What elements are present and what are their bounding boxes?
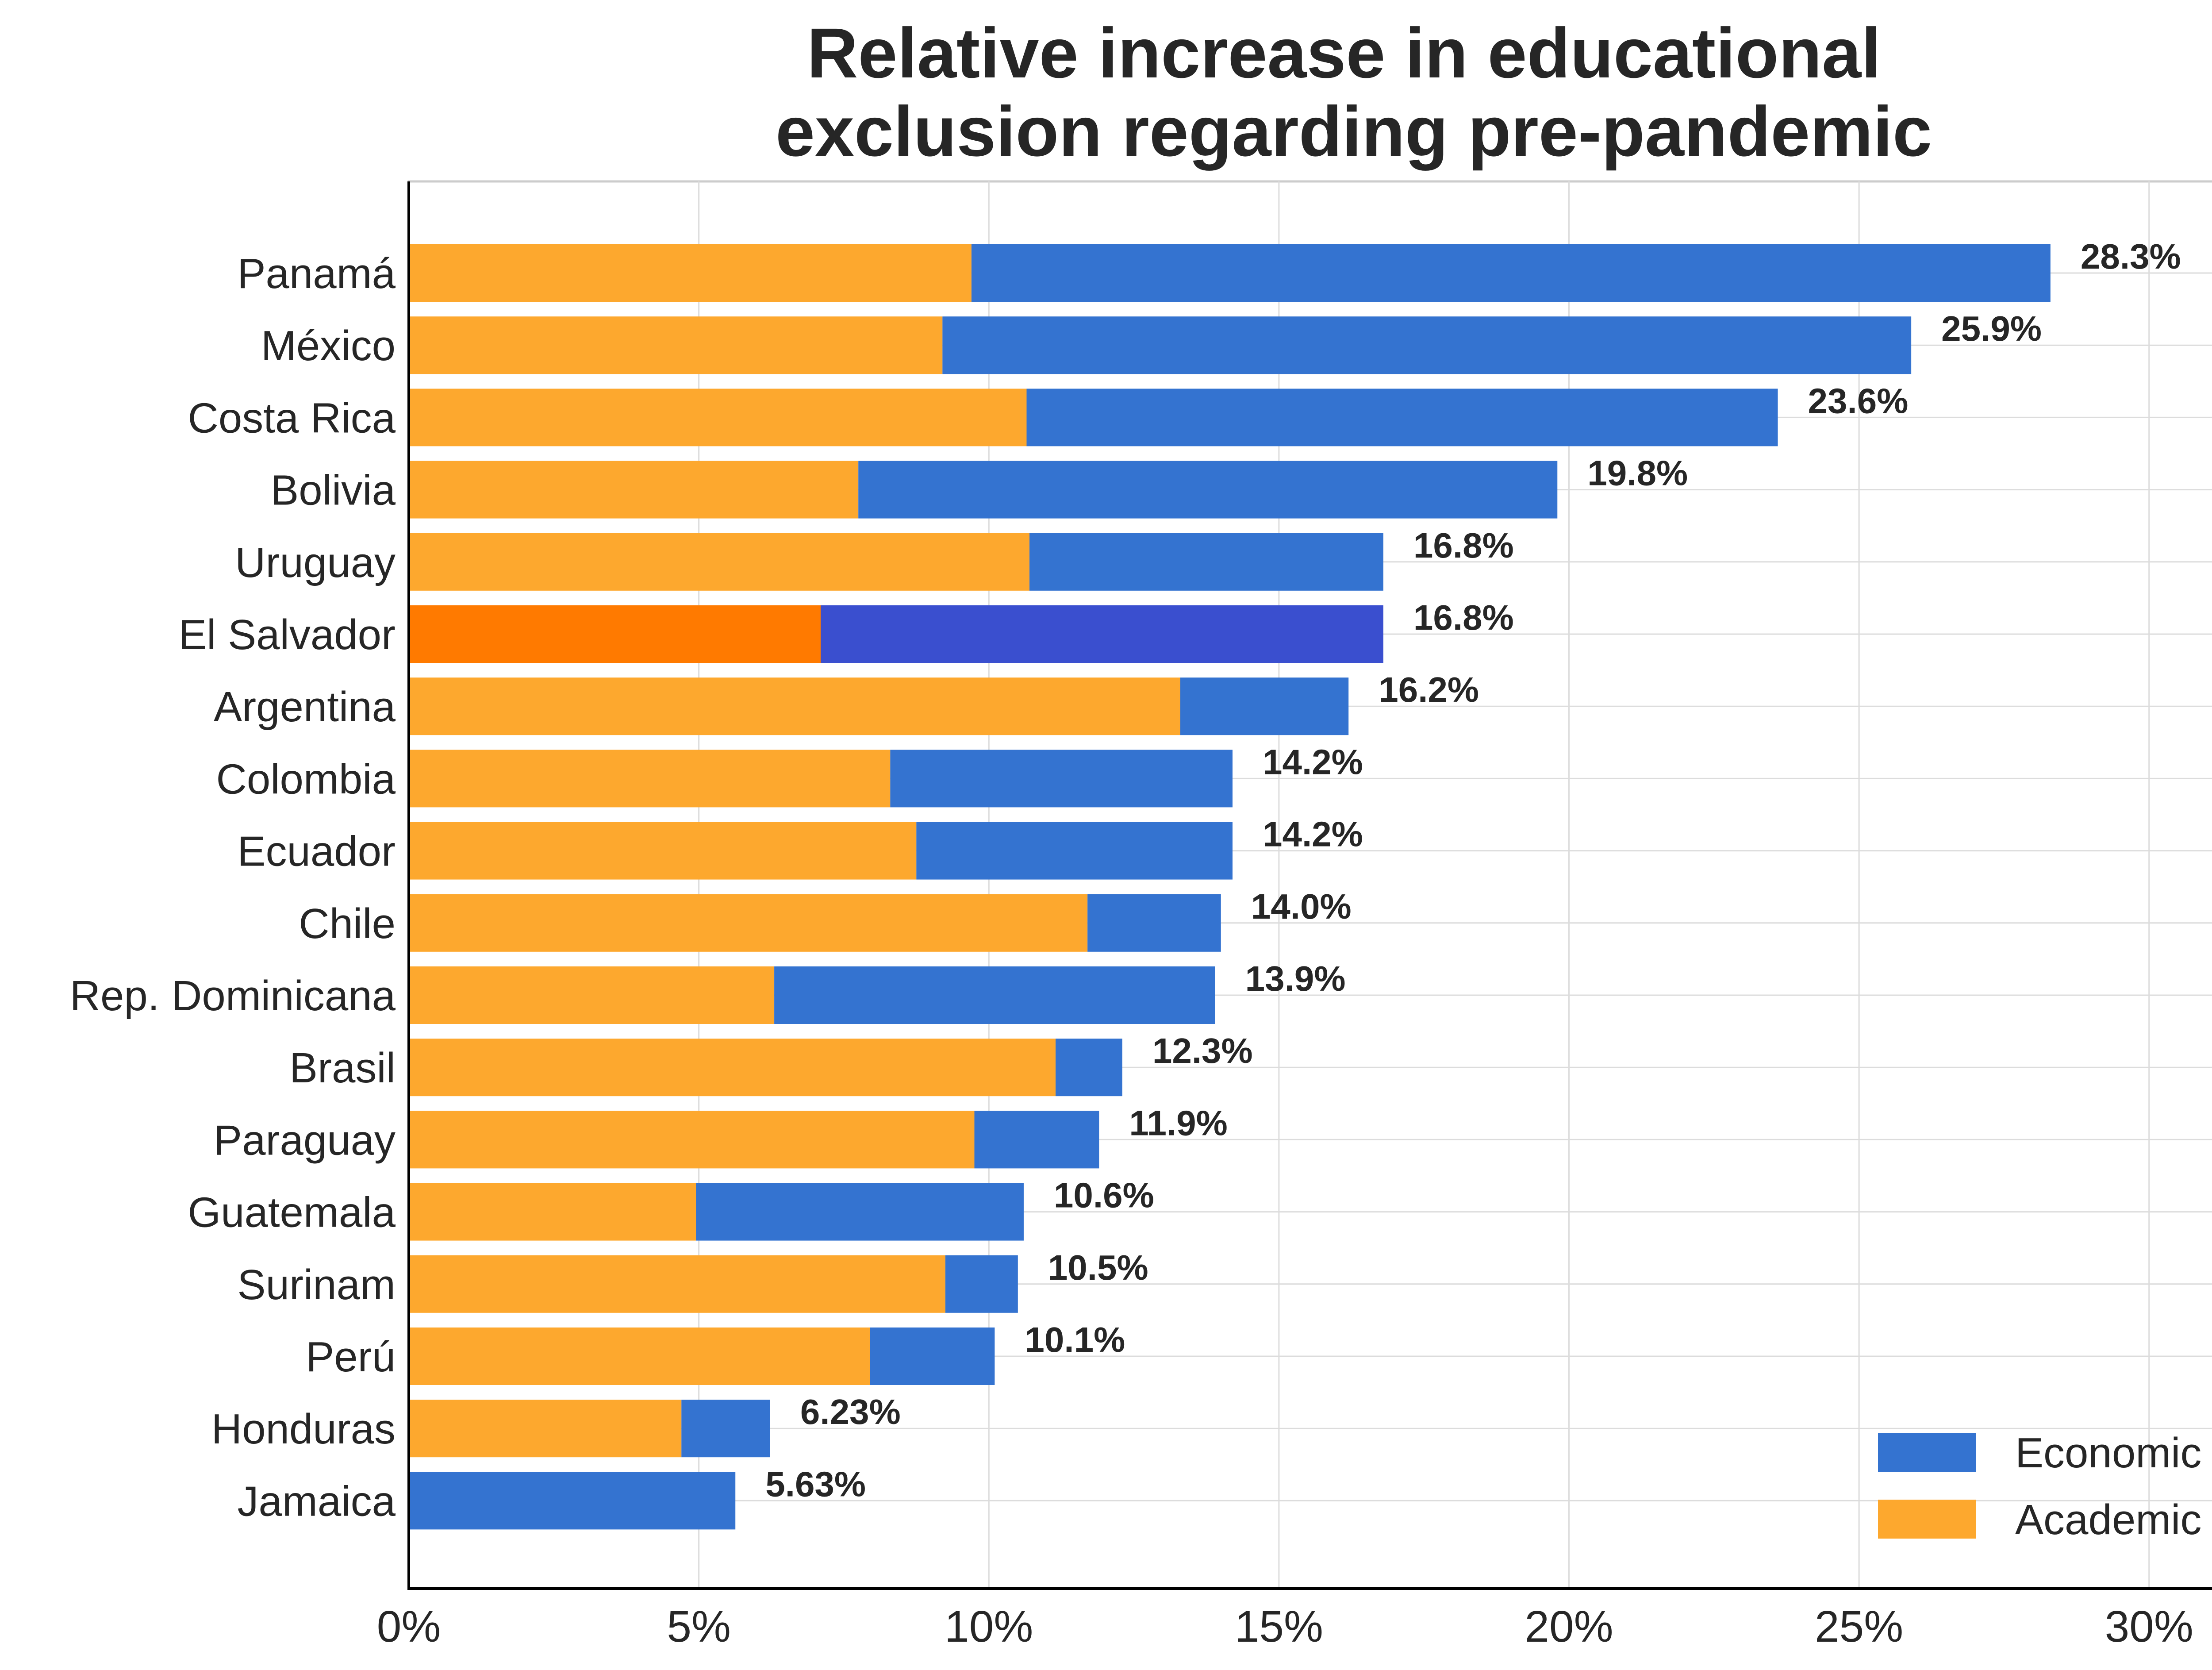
bar-academic (409, 750, 891, 808)
bar-total-label: 5.63% (765, 1464, 866, 1504)
x-tick-label: 10% (945, 1602, 1033, 1651)
category-label: México (261, 322, 396, 369)
bar-academic (409, 461, 859, 519)
bar-academic (409, 677, 1180, 735)
category-label: El Salvador (178, 611, 396, 658)
category-label: Panamá (237, 250, 396, 297)
chart-title-line-1: Relative increase in educational (807, 13, 1881, 92)
bar-economic (945, 1255, 1018, 1313)
bar-academic (409, 605, 821, 663)
bar-economic (870, 1328, 995, 1385)
bar-academic (409, 316, 943, 374)
category-label: Guatemala (188, 1189, 396, 1236)
bar-academic (409, 1183, 696, 1241)
chart-title: Relative increase in educational exclusi… (776, 13, 1932, 171)
bar-total-label: 10.1% (1025, 1320, 1125, 1359)
chart-title-line-2: exclusion regarding pre-pandemic (776, 92, 1932, 171)
category-label: Ecuador (237, 828, 396, 875)
x-tick-label: 20% (1525, 1602, 1613, 1651)
bar-total-label: 11.9% (1129, 1103, 1227, 1143)
bar-academic (409, 1255, 945, 1313)
bar-total-label: 16.2% (1379, 670, 1479, 709)
bar-economic (858, 461, 1558, 519)
category-label: Honduras (211, 1405, 396, 1453)
bar-academic (409, 533, 1030, 591)
x-tick-label: 0% (377, 1602, 441, 1651)
bar-academic (409, 1111, 975, 1169)
category-label: Argentina (214, 683, 396, 731)
bar-economic (890, 750, 1233, 808)
x-tick-label: 15% (1235, 1602, 1323, 1651)
bar-economic (1087, 894, 1221, 952)
bar-total-label: 14.2% (1263, 742, 1363, 781)
legend-swatch (1878, 1433, 1976, 1472)
bar-academic (409, 244, 972, 302)
bar-total-label: 16.8% (1413, 598, 1514, 637)
bar-total-label: 28.3% (2081, 237, 2181, 276)
x-tick-label: 25% (1815, 1602, 1903, 1651)
bar-total-label: 25.9% (1941, 309, 2042, 348)
bar-academic (409, 1039, 1056, 1097)
bar-total-label: 16.8% (1413, 526, 1514, 565)
bar-academic (409, 389, 1027, 446)
bar-economic (409, 1472, 736, 1530)
category-label: Paraguay (214, 1116, 396, 1164)
x-tick-label: 5% (667, 1602, 731, 1651)
bar-total-label: 23.6% (1808, 381, 1909, 420)
bar-academic (409, 822, 917, 880)
category-label: Chile (299, 900, 396, 947)
category-label: Jamaica (238, 1478, 396, 1525)
bar-economic (971, 244, 2051, 302)
bar-academic (409, 966, 775, 1024)
bar-economic (681, 1400, 770, 1458)
legend-label: Economic (2015, 1429, 2202, 1477)
plot-area: Panamá 28.3% México 25.9% Costa Rica 23.6% Bol… (70, 180, 2212, 1651)
bar-total-label: 14.2% (1263, 815, 1363, 854)
legend-swatch (1878, 1500, 1976, 1539)
bar-economic (1026, 389, 1778, 446)
category-label: Uruguay (235, 539, 396, 586)
bar-economic (1180, 677, 1349, 735)
category-label: Surinam (238, 1261, 396, 1308)
bar-total-label: 12.3% (1152, 1031, 1253, 1070)
bar-economic (1056, 1039, 1122, 1097)
category-label: Perú (306, 1333, 396, 1381)
bar-academic (409, 894, 1088, 952)
bar-economic (1029, 533, 1383, 591)
bar-total-label: 14.0% (1251, 887, 1352, 926)
bar-economic (916, 822, 1233, 880)
bar-total-label: 6.23% (800, 1392, 901, 1431)
bar-total-label: 19.8% (1587, 454, 1688, 493)
bar-economic (774, 966, 1215, 1024)
legend-label: Academic (2015, 1496, 2202, 1543)
bar-economic (942, 316, 1912, 374)
bar-academic (409, 1328, 870, 1385)
category-label: Brasil (289, 1044, 396, 1092)
x-tick-label: 30% (2105, 1602, 2193, 1651)
bar-academic (409, 1400, 682, 1458)
bar-total-label: 10.6% (1054, 1176, 1154, 1215)
bar-total-label: 10.5% (1048, 1248, 1148, 1287)
category-label: Bolivia (270, 467, 396, 514)
bar-economic (820, 605, 1383, 663)
category-label: Costa Rica (188, 394, 396, 442)
category-label: Rep. Dominicana (70, 972, 396, 1020)
bar-total-label: 13.9% (1245, 959, 1346, 998)
bar-economic (696, 1183, 1024, 1241)
bar-economic (974, 1111, 1099, 1169)
category-label: Colombia (216, 755, 396, 803)
